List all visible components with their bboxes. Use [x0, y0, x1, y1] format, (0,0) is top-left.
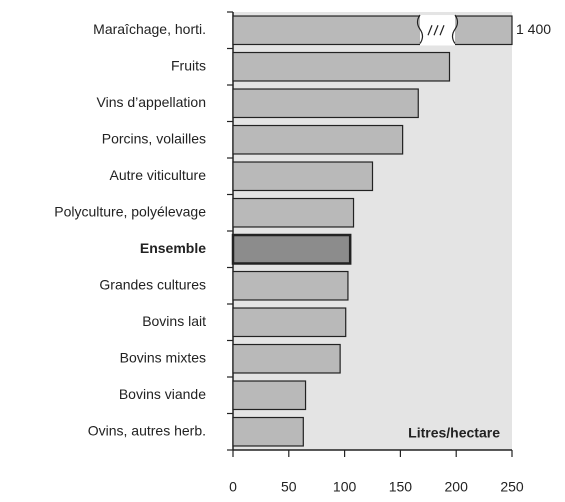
y-tick-label: Bovins mixtes: [120, 349, 206, 365]
value-label: 1 400: [516, 21, 551, 37]
y-tick-label: Grandes cultures: [99, 276, 206, 292]
bar: [232, 15, 513, 46]
bar: [232, 380, 307, 411]
axis-break-slash: [433, 25, 439, 36]
bar: [232, 307, 347, 338]
y-tick-label: Ovins, autres herb.: [88, 422, 206, 438]
y-tick-label: Autre viticulture: [110, 167, 207, 183]
axis-break-slash: [427, 25, 433, 36]
y-tick-label: Bovins lait: [142, 313, 206, 329]
bar: [232, 270, 349, 301]
bar: [232, 124, 404, 155]
axis-break-edge: [416, 14, 424, 44]
y-tick-label: Maraîchage, horti.: [93, 21, 206, 37]
bar: [232, 51, 451, 82]
bar: [232, 161, 374, 192]
axis-unit-label: Litres/hectare: [408, 425, 500, 441]
bar: [231, 233, 352, 265]
y-tick-label: Porcins, volailles: [102, 130, 206, 146]
x-tick-label: 50: [281, 479, 297, 495]
y-tick-label: Ensemble: [140, 240, 206, 256]
plot-background: [233, 12, 512, 450]
x-tick-label: 0: [229, 479, 237, 495]
y-tick-label: Vins d’appellation: [97, 94, 207, 110]
axis-break-gap: [420, 15, 455, 46]
x-tick-label: 100: [333, 479, 357, 495]
x-tick-label: 150: [389, 479, 413, 495]
axis-break-edge: [451, 14, 459, 44]
axis-break-slash: [439, 25, 445, 36]
x-tick-label: 250: [500, 479, 524, 495]
x-tick-label: 200: [445, 479, 469, 495]
y-tick-label: Polyculture, polyélevage: [54, 203, 206, 219]
y-tick-label: Bovins viande: [119, 386, 206, 402]
bar: [232, 343, 341, 374]
y-tick-label: Fruits: [171, 57, 206, 73]
bar: [232, 88, 419, 119]
bar: [232, 416, 304, 447]
bar: [232, 197, 355, 228]
